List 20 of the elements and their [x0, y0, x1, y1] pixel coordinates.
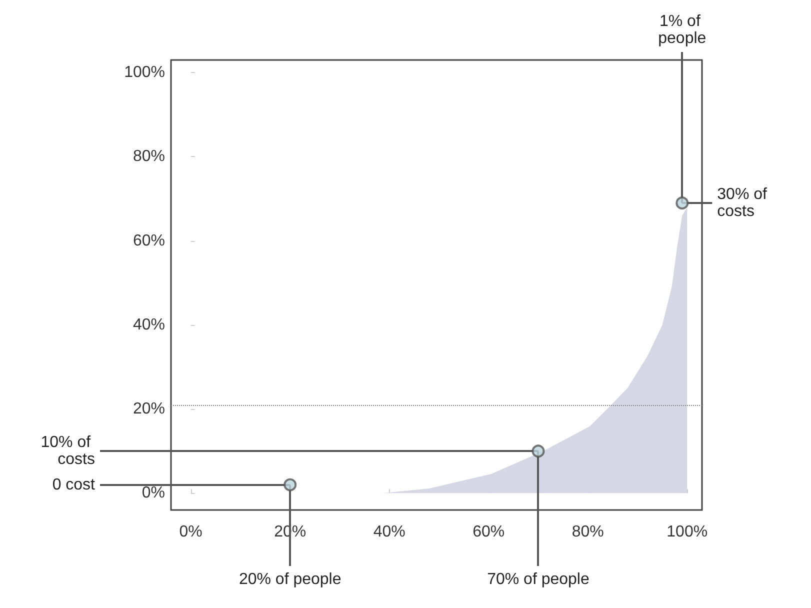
point — [284, 478, 297, 492]
annotation: 30% of costs — [717, 186, 772, 220]
y-tick-label: 80% — [132, 148, 165, 166]
point — [676, 196, 689, 210]
y-tick-label: 0% — [142, 484, 165, 502]
annotation: 0 cost — [52, 476, 96, 494]
y-tick-label: 60% — [132, 232, 165, 250]
y-tick-label: 20% — [132, 400, 165, 418]
annotation: 70% of people — [487, 571, 590, 588]
point — [532, 444, 545, 458]
annotation: 10% of costs — [40, 434, 95, 468]
x-tick-label: 80% — [572, 524, 604, 540]
y-tick-label: 100% — [124, 64, 165, 82]
annotation: 20% of people — [238, 571, 342, 588]
x-tick-label: 60% — [472, 524, 505, 540]
x-tick-label: 0% — [179, 524, 202, 540]
x-tick-label: 40% — [373, 524, 406, 540]
y-tick-label: 40% — [132, 316, 165, 334]
x-tick-label: 100% — [666, 524, 708, 540]
annotation: 1% of people — [658, 13, 706, 47]
